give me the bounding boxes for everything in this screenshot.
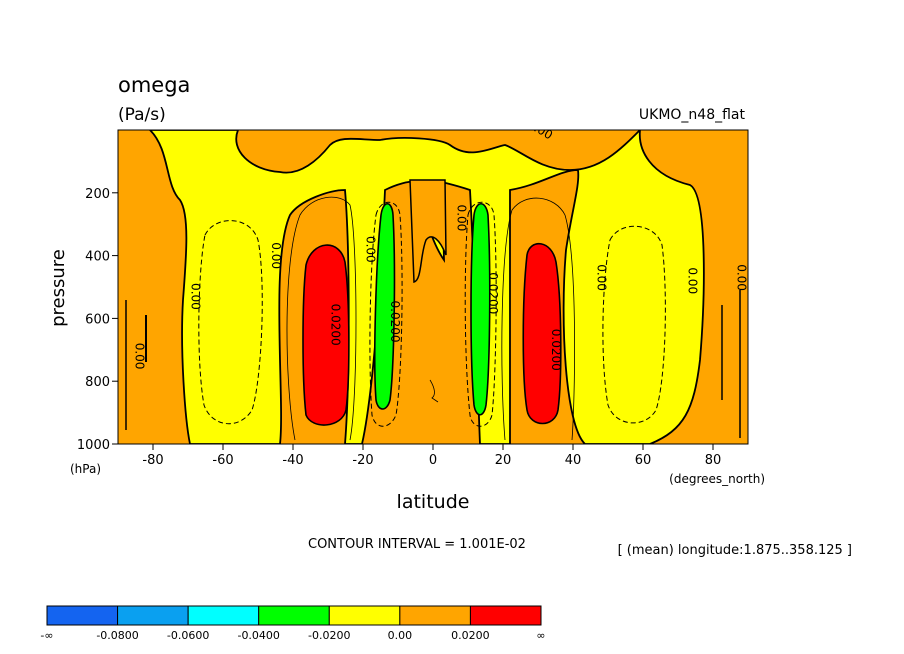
- dataset-label: UKMO_n48_flat: [639, 107, 746, 123]
- x-tick-label: -60: [212, 453, 233, 468]
- colorbar-label: -0.0800: [96, 629, 138, 642]
- chart-units: (Pa/s): [118, 105, 166, 125]
- contour-label: 0.00: [133, 343, 147, 370]
- x-units-label: (degrees_north): [669, 472, 765, 486]
- colorbar-label: 0.00: [388, 629, 413, 642]
- colorbar-label: -0.0600: [167, 629, 209, 642]
- contour-label: 0.00: [189, 283, 203, 310]
- x-tick-label: 20: [495, 453, 512, 468]
- contour-label: 0.00: [364, 236, 378, 263]
- dashed-contour-right: [602, 225, 666, 424]
- y-tick-label: 600: [85, 312, 110, 327]
- contour-label: 0.0200: [486, 272, 500, 314]
- colorbar-label: 0.0200: [451, 629, 490, 642]
- colorbar-swatch: [469, 605, 542, 626]
- dashed-contour-green-left: [369, 201, 403, 427]
- contour-label: 0.00: [595, 264, 609, 291]
- y-tick-label: 800: [85, 375, 110, 390]
- colorbar-label: -0.0200: [308, 629, 350, 642]
- thin-contour-right: [501, 197, 575, 441]
- x-axis-ticks: -80 -60 -40 -20 0 20 40 60 80: [142, 444, 721, 468]
- x-tick-label: -20: [352, 453, 373, 468]
- colorbar-label: -0.0400: [237, 629, 279, 642]
- colorbar-swatch: [187, 605, 260, 626]
- colorbar-label: -∞: [40, 629, 53, 642]
- green-cell-left: [374, 202, 396, 410]
- y-tick-label: 400: [85, 250, 110, 265]
- colorbar-swatch: [328, 605, 401, 626]
- chart-title: omega: [118, 73, 190, 97]
- yellow-region-main: [148, 130, 705, 444]
- contour-label: 0.0200: [549, 329, 563, 371]
- contour-label: 0.00: [735, 264, 749, 291]
- green-cell-right: [470, 202, 491, 416]
- small-contour-center: [429, 379, 439, 403]
- colorbar-label: ∞: [536, 629, 545, 642]
- contour-label: 0.00: [269, 242, 283, 269]
- contour-interval-text: CONTOUR INTERVAL = 1.001E-02: [308, 537, 526, 552]
- x-tick-label: 0: [429, 453, 437, 468]
- x-tick-label: -40: [282, 453, 303, 468]
- red-cell-right: [522, 243, 562, 425]
- x-tick-label: 40: [565, 453, 582, 468]
- colorbar-swatch: [258, 605, 330, 626]
- colorbar: -∞ -0.0800 -0.0600 -0.0400 -0.0200 0.00 0.0200…: [40, 605, 546, 642]
- y-axis-ticks: 200 400 600 800 1000: [77, 187, 118, 453]
- contour-label: 0.0200: [388, 301, 402, 343]
- dashed-contour-green-right: [464, 201, 497, 427]
- plot-area: 0.00 0.00 0.00 0.0200 0.00 0.0200 0.00 0.0200 0.…: [118, 130, 749, 444]
- y-axis-label: pressure: [48, 249, 69, 327]
- contour-labels: 0.00 0.00 0.00 0.0200 0.00 0.0200 0.00 0.0200 0.…: [133, 130, 749, 371]
- colorbar-swatch: [46, 605, 119, 626]
- x-tick-label: 60: [635, 453, 652, 468]
- dashed-contour-left: [198, 220, 263, 425]
- red-cell-left: [302, 244, 350, 426]
- contour-label: 0.0200: [329, 304, 343, 346]
- x-axis-label: latitude: [397, 491, 470, 513]
- x-tick-label: -80: [142, 453, 163, 468]
- contour-label: 0.00: [686, 267, 700, 294]
- y-tick-label: 1000: [77, 438, 110, 453]
- y-units-label: (hPa): [70, 462, 101, 476]
- x-tick-label: 80: [705, 453, 722, 468]
- y-tick-label: 200: [85, 187, 110, 202]
- contour-label: 0.00: [455, 205, 469, 232]
- colorbar-swatch: [117, 605, 189, 626]
- mean-longitude-text: [ (mean) longitude:1.875..358.125 ]: [618, 543, 852, 558]
- thin-contour-left: [286, 196, 357, 441]
- colorbar-swatch: [399, 605, 471, 626]
- orange-center-tongue: [409, 179, 447, 283]
